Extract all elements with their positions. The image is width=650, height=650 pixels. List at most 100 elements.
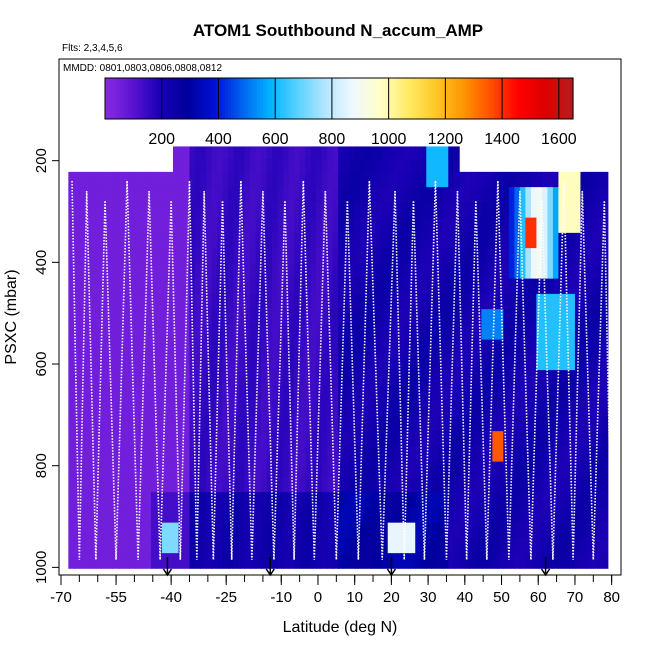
heatmap-cell	[591, 293, 598, 310]
heatmap-cell	[552, 293, 559, 310]
heatmap-cell	[437, 146, 444, 160]
heatmap-cell	[475, 217, 482, 234]
heatmap-cell	[178, 370, 185, 386]
heatmap-cell	[90, 293, 97, 310]
heatmap-cell	[437, 187, 444, 203]
heatmap-cell	[448, 507, 455, 524]
heatmap-cell	[228, 492, 234, 508]
heatmap-cell	[101, 400, 108, 417]
heatmap-cell	[194, 537, 201, 554]
heatmap-cell	[283, 159, 290, 173]
heatmap-cell	[189, 217, 196, 234]
heatmap-cell	[563, 507, 570, 524]
heatmap-cell	[558, 476, 565, 493]
heatmap-cell	[547, 187, 554, 203]
heatmap-cell	[415, 537, 422, 554]
heatmap-cell	[134, 370, 141, 386]
heatmap-cell	[117, 446, 124, 463]
heatmap-cell	[464, 431, 471, 447]
heatmap-cell	[338, 476, 345, 493]
heatmap-cell	[470, 492, 477, 508]
heatmap-cell	[503, 263, 510, 280]
heatmap-cell	[360, 461, 367, 478]
heatmap-cell	[211, 446, 218, 463]
heatmap-cell	[409, 187, 416, 203]
colorbar-segment	[341, 78, 346, 119]
heatmap-cell	[596, 385, 603, 402]
heatmap-cell	[217, 492, 223, 508]
heatmap-cell	[409, 492, 416, 508]
heatmap-cell	[360, 217, 367, 234]
heatmap-cell	[200, 507, 207, 524]
heatmap-cell	[464, 553, 471, 569]
heatmap-cell	[211, 339, 218, 356]
heatmap-cell	[338, 507, 345, 524]
heatmap-cell	[327, 146, 334, 160]
heatmap-cell	[569, 171, 576, 188]
heatmap-cell	[84, 263, 91, 280]
heatmap-cell	[233, 461, 240, 478]
colorbar-segment	[482, 78, 486, 119]
heatmap-cell	[354, 476, 361, 493]
heatmap-cell	[84, 278, 91, 295]
heatmap-cell	[552, 171, 559, 188]
heatmap-cell	[222, 159, 229, 173]
heatmap-cell	[117, 263, 124, 280]
heatmap-cell	[574, 446, 581, 463]
heatmap-cell	[569, 309, 576, 325]
heatmap-cell	[349, 146, 356, 160]
colorbar-segment	[529, 78, 533, 119]
heatmap-cell	[310, 159, 317, 173]
heatmap-cell	[574, 507, 581, 524]
heatmap-cell	[95, 324, 102, 341]
heatmap-cell	[161, 492, 168, 508]
heatmap-cell	[591, 202, 598, 219]
heatmap-cell	[486, 507, 493, 524]
heatmap-cell	[596, 293, 603, 310]
heatmap-cell	[332, 446, 339, 463]
heatmap-cell	[79, 171, 86, 188]
heatmap-cell	[156, 293, 163, 310]
heatmap-cell	[211, 232, 218, 249]
heatmap-cell	[217, 446, 223, 463]
heatmap-cell	[503, 507, 510, 524]
heatmap-cell	[189, 415, 196, 432]
heatmap-cell	[387, 159, 394, 173]
heatmap-cell	[558, 187, 565, 203]
heatmap-cell	[591, 339, 598, 356]
colorbar-segment	[122, 78, 127, 119]
heatmap-cell	[448, 522, 455, 539]
heatmap-cell	[222, 263, 229, 280]
heatmap-cell	[404, 522, 411, 539]
colorbar-segment	[181, 78, 185, 119]
heatmap-cell	[233, 217, 240, 234]
heatmap-cell	[398, 324, 405, 341]
heatmap-cell	[464, 461, 471, 478]
heatmap-cell	[514, 507, 521, 524]
heatmap-cell	[420, 400, 427, 417]
heatmap-cell	[299, 522, 306, 539]
heatmap-cell	[316, 537, 323, 554]
heatmap-cell	[486, 537, 493, 554]
heatmap-cell	[250, 553, 256, 569]
heatmap-cell	[426, 537, 433, 554]
heatmap-cell	[343, 248, 350, 264]
heatmap-cell	[602, 324, 609, 341]
heatmap-cell	[508, 263, 515, 280]
heatmap-cell	[310, 415, 317, 432]
heatmap-cell	[393, 159, 400, 173]
heatmap-cell	[90, 553, 97, 569]
heatmap-cell	[481, 431, 488, 447]
heatmap-cell	[145, 293, 152, 310]
heatmap-cell	[288, 385, 295, 402]
heatmap-cell	[486, 248, 493, 264]
heatmap-cell	[431, 415, 438, 432]
heatmap-cell	[250, 324, 256, 341]
heatmap-cell	[299, 293, 306, 310]
heatmap-cell	[79, 461, 86, 478]
heatmap-cell	[277, 202, 284, 219]
heatmap-cell	[398, 492, 405, 508]
heatmap-cell	[492, 415, 499, 432]
heatmap-cell	[525, 522, 532, 539]
heatmap-cell	[596, 400, 603, 417]
